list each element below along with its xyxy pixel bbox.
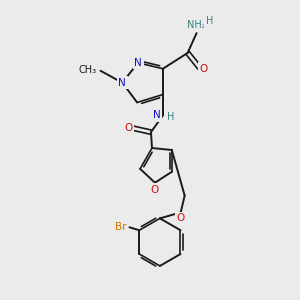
Text: NH₂: NH₂ xyxy=(187,20,206,30)
Text: N: N xyxy=(118,78,126,88)
Text: O: O xyxy=(200,64,208,74)
Text: H: H xyxy=(206,16,213,26)
Text: H: H xyxy=(167,112,175,122)
Text: CH₃: CH₃ xyxy=(78,65,97,75)
Text: Br: Br xyxy=(115,222,126,232)
Text: O: O xyxy=(151,184,159,195)
Text: O: O xyxy=(177,213,185,224)
Text: O: O xyxy=(124,123,132,133)
Text: N: N xyxy=(134,58,142,68)
Text: N: N xyxy=(153,110,161,120)
